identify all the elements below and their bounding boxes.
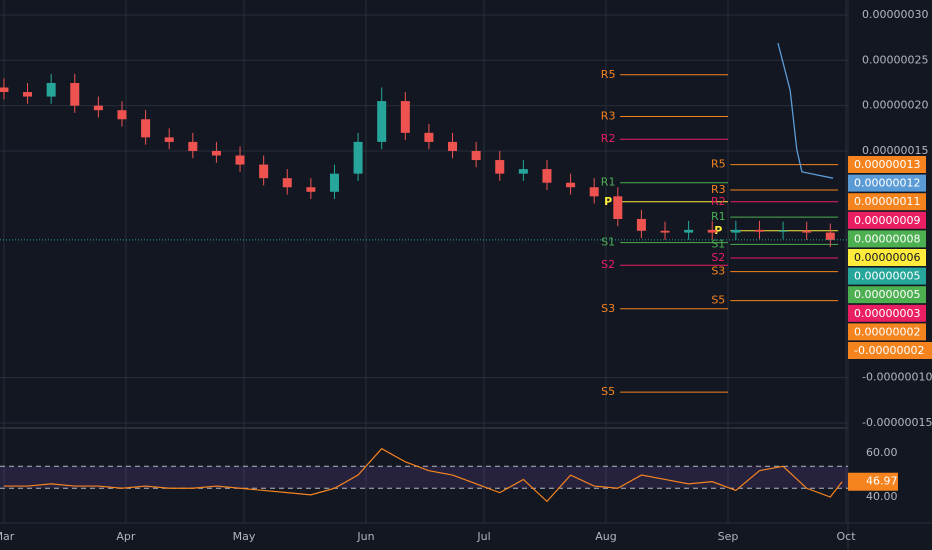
- candle-body: [164, 137, 174, 142]
- candle-body: [329, 173, 339, 192]
- candle-body: [70, 82, 80, 106]
- price-badge: [848, 249, 926, 266]
- x-tick-label: Aug: [595, 530, 616, 543]
- candle-body: [802, 230, 812, 233]
- pivot-label: R3: [601, 110, 616, 123]
- x-tick-label: Mar: [0, 530, 15, 543]
- y-tick-label: 0.00000025: [862, 53, 928, 66]
- candle-body: [188, 141, 198, 151]
- pivot-label: R2: [711, 195, 726, 208]
- rsi-line: [3, 447, 843, 503]
- candle-body: [117, 110, 127, 120]
- pivot-label: S1: [711, 237, 725, 250]
- y-tick-label: 0.00000030: [862, 8, 928, 21]
- price-badge: [848, 304, 926, 322]
- price-badge-label: 0.00000008: [854, 232, 920, 245]
- x-tick-label: Apr: [116, 530, 136, 543]
- candle-body: [518, 169, 528, 174]
- price-badge-label: 0.00000011: [854, 195, 920, 208]
- candle-body: [211, 150, 221, 156]
- pivot-label: R3: [711, 183, 726, 196]
- pivot-label: R1: [711, 210, 726, 223]
- candle-body: [141, 119, 151, 138]
- y-tick-label: -0.00000015: [862, 416, 932, 429]
- price-badge: [848, 230, 926, 248]
- pivot-label: S2: [711, 251, 725, 264]
- candle-body: [542, 169, 552, 183]
- candle-body: [259, 164, 269, 179]
- price-badge: [848, 323, 926, 341]
- candle-body: [377, 101, 387, 142]
- y-tick-label: 0.00000015: [862, 144, 928, 157]
- pivot-label: S1: [601, 236, 615, 249]
- candle-body: [400, 101, 410, 133]
- candle-body: [23, 92, 33, 97]
- pivot-label: R1: [601, 176, 616, 189]
- y-tick-label: 60.00: [866, 446, 898, 459]
- candle-body: [684, 229, 694, 233]
- candle-body: [825, 232, 835, 240]
- candle-body: [613, 196, 623, 219]
- band-fill: [0, 466, 848, 489]
- candle-body: [306, 187, 316, 192]
- overlay-line: [777, 42, 834, 179]
- pivot-label: S3: [711, 265, 725, 278]
- candle-body: [778, 230, 788, 232]
- candle-body: [589, 187, 599, 197]
- price-badge-label: 0.00000005: [854, 288, 920, 301]
- price-badge-label: 0.00000013: [854, 158, 920, 171]
- price-badge: [848, 342, 932, 359]
- pivot-label: S2: [601, 258, 615, 271]
- y-tick-label: -0.00000010: [862, 371, 932, 384]
- candle-body: [282, 178, 292, 188]
- candle-body: [353, 141, 363, 174]
- pivot-label: R2: [601, 132, 616, 145]
- candle-body: [731, 229, 741, 233]
- candle-body: [424, 132, 434, 142]
- candle-body: [448, 141, 458, 151]
- candle-body: [495, 160, 505, 174]
- candle-body: [707, 229, 717, 233]
- pivot-label: R5: [711, 158, 726, 171]
- candle-body: [0, 87, 9, 93]
- candle-body: [636, 218, 646, 231]
- candle-body: [566, 182, 576, 188]
- pivot-label: P: [714, 224, 722, 237]
- rsi-badge-label: 46.97: [866, 475, 898, 488]
- rsi-badge: [848, 472, 898, 491]
- price-badge: [848, 211, 926, 229]
- pivot-label: S3: [601, 302, 615, 315]
- x-tick-label: Oct: [837, 530, 857, 543]
- price-badge: [848, 286, 926, 304]
- price-badge-label: 0.00000003: [854, 307, 920, 320]
- x-tick-label: Sep: [718, 530, 739, 543]
- x-tick-label: May: [233, 530, 256, 543]
- x-tick-label: Jun: [356, 530, 374, 543]
- y-tick-label: 0.00000020: [862, 99, 928, 112]
- price-badge-label: 0.00000005: [854, 270, 920, 283]
- price-badge: [848, 193, 926, 211]
- pivot-label: S5: [711, 294, 725, 307]
- price-badge-label: 0.00000002: [854, 325, 920, 338]
- pivot-label: R5: [601, 68, 616, 81]
- price-badge: [848, 267, 926, 285]
- pivot-label: P: [604, 195, 612, 208]
- candle-body: [754, 229, 764, 232]
- price-badge: [848, 156, 926, 173]
- price-badge-label: -0.00000002: [854, 344, 924, 357]
- candle-body: [235, 155, 245, 165]
- pivot-label: S5: [601, 385, 615, 398]
- candle-body: [660, 230, 670, 233]
- price-badge-label: 0.00000006: [854, 251, 920, 264]
- y-tick-label: 40.00: [866, 490, 898, 503]
- price-badge-label: 0.00000009: [854, 214, 920, 227]
- candle-body: [93, 105, 103, 111]
- x-tick-label: Jul: [476, 530, 490, 543]
- price-badge-label: 0.00000012: [854, 177, 920, 190]
- candle-body: [471, 150, 481, 161]
- candle-body: [46, 82, 56, 97]
- price-badge: [848, 174, 926, 192]
